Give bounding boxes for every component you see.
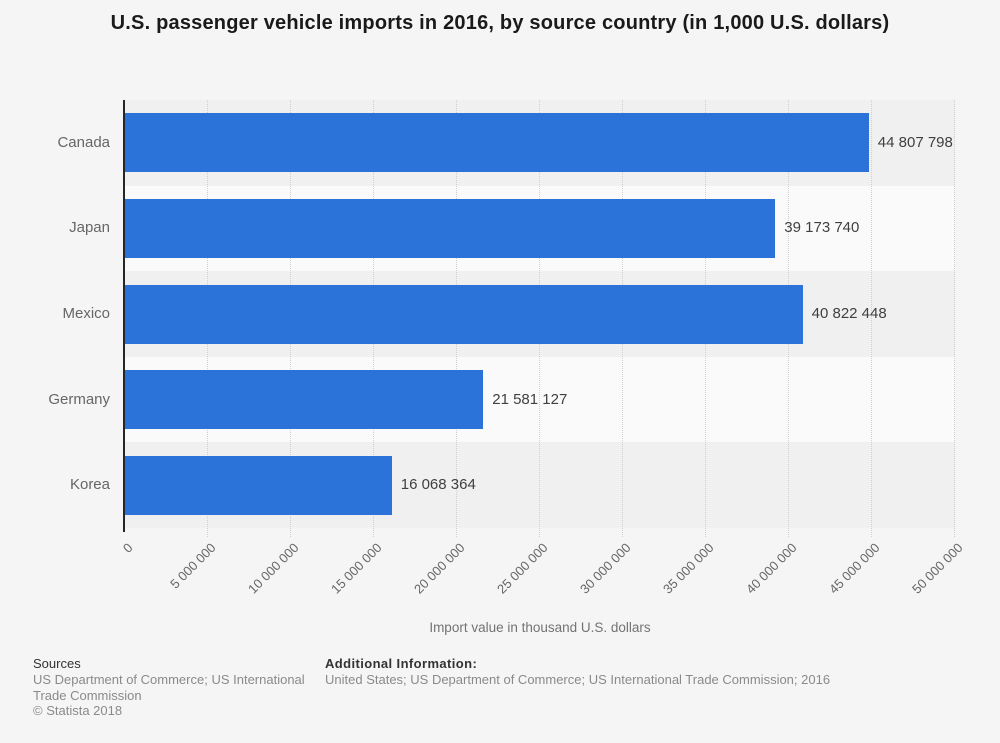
sources-block: Sources US Department of Commerce; US In… <box>33 656 325 719</box>
gridline <box>871 100 872 537</box>
bar <box>125 284 803 344</box>
category-label: Mexico <box>62 305 110 322</box>
bar-value-label: 44 807 798 <box>877 133 953 151</box>
plot-area: Canada 44 807 798 Japan 39 173 740 Mexico 40 … <box>48 100 966 635</box>
bar <box>125 455 392 515</box>
chart-footer: Sources US Department of Commerce; US In… <box>33 656 973 719</box>
bar <box>125 113 869 173</box>
x-axis-title: Import value in thousand U.S. dollars <box>429 620 651 635</box>
category-label: Japan <box>69 219 110 237</box>
additional-info-heading: Additional Information: <box>325 656 478 671</box>
bar-value-label: 39 173 740 <box>784 219 860 237</box>
category-label: Korea <box>69 476 110 494</box>
bar <box>125 198 776 258</box>
bar <box>125 370 484 430</box>
y-axis-line <box>123 100 125 532</box>
bar-value-label: 40 822 448 <box>811 305 887 322</box>
copyright-text: © Statista 2018 <box>33 703 123 719</box>
chart-title: U.S. passenger vehicle imports in 2016, … <box>110 12 890 34</box>
category-label: Germany <box>48 390 110 408</box>
gridline <box>954 100 955 537</box>
additional-info-text: United States; US Department of Commerce… <box>325 671 831 687</box>
additional-info-block: Additional Information: United States; U… <box>325 656 973 719</box>
bar-value-label: 16 068 364 <box>400 476 476 494</box>
sources-text: US Department of Commerce; US Internatio… <box>33 671 305 703</box>
category-label: Canada <box>57 133 110 151</box>
sources-heading: Sources <box>33 656 81 671</box>
bar-value-label: 21 581 127 <box>492 390 568 408</box>
